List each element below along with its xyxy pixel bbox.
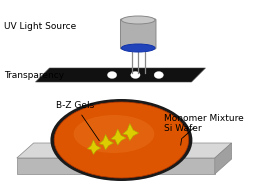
Ellipse shape bbox=[74, 115, 154, 153]
Ellipse shape bbox=[154, 71, 163, 78]
Polygon shape bbox=[17, 143, 232, 158]
Polygon shape bbox=[87, 140, 101, 154]
Polygon shape bbox=[215, 143, 232, 174]
FancyBboxPatch shape bbox=[121, 19, 156, 49]
Text: Si Wafer: Si Wafer bbox=[164, 124, 202, 145]
Ellipse shape bbox=[107, 71, 117, 78]
Text: Monomer Mixture: Monomer Mixture bbox=[164, 114, 244, 138]
Ellipse shape bbox=[54, 102, 189, 178]
Ellipse shape bbox=[131, 71, 140, 78]
Polygon shape bbox=[17, 158, 215, 174]
Ellipse shape bbox=[121, 44, 155, 52]
Polygon shape bbox=[111, 129, 126, 145]
Polygon shape bbox=[99, 135, 114, 150]
Text: Transparency: Transparency bbox=[4, 70, 64, 80]
Text: B-Z Gels: B-Z Gels bbox=[56, 101, 99, 141]
Text: UV Light Source: UV Light Source bbox=[4, 22, 76, 31]
Polygon shape bbox=[35, 68, 205, 82]
Polygon shape bbox=[123, 123, 139, 141]
Ellipse shape bbox=[50, 99, 192, 181]
Ellipse shape bbox=[121, 16, 155, 24]
